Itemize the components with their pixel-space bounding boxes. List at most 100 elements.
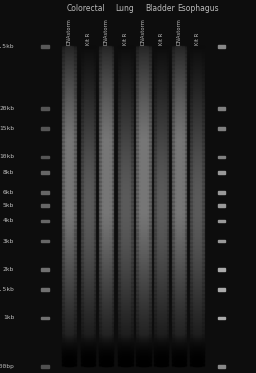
Bar xyxy=(65,352,73,354)
Bar xyxy=(177,98,181,99)
Bar xyxy=(175,232,184,233)
Bar xyxy=(139,235,148,236)
Bar xyxy=(172,69,186,70)
Bar xyxy=(84,165,93,166)
Bar xyxy=(139,66,148,68)
Bar xyxy=(99,201,113,202)
Bar xyxy=(195,251,199,253)
Bar xyxy=(159,157,163,158)
Bar xyxy=(121,329,130,330)
Bar xyxy=(102,275,111,276)
Bar xyxy=(177,78,181,79)
Bar xyxy=(102,179,111,180)
Bar xyxy=(81,50,95,51)
Bar xyxy=(102,113,111,114)
Bar xyxy=(123,325,127,326)
Bar xyxy=(190,68,204,69)
Bar xyxy=(136,147,151,148)
Bar xyxy=(86,61,90,62)
Bar xyxy=(157,89,166,90)
Bar xyxy=(123,246,127,247)
Bar xyxy=(104,274,108,275)
Bar xyxy=(159,154,163,155)
Bar xyxy=(154,90,168,91)
Bar xyxy=(104,255,108,256)
Bar xyxy=(67,301,71,302)
Bar xyxy=(136,251,151,253)
Bar xyxy=(159,115,163,116)
Bar xyxy=(195,319,199,320)
Bar xyxy=(121,236,130,237)
Bar xyxy=(121,352,130,354)
Bar xyxy=(139,120,148,121)
Bar xyxy=(172,288,186,289)
Bar xyxy=(141,132,145,133)
Bar xyxy=(121,364,130,366)
Bar xyxy=(136,364,151,365)
Bar xyxy=(157,169,166,170)
Bar xyxy=(136,56,151,57)
Bar xyxy=(157,299,166,300)
Bar xyxy=(195,190,199,191)
Bar xyxy=(102,49,111,50)
Bar xyxy=(99,210,113,211)
Bar xyxy=(139,170,148,172)
Bar xyxy=(99,253,113,254)
Bar xyxy=(99,303,113,304)
Bar xyxy=(154,179,168,180)
Bar xyxy=(159,144,163,145)
Bar xyxy=(86,173,90,174)
Bar xyxy=(175,338,184,339)
Bar xyxy=(102,169,111,170)
Bar xyxy=(102,320,111,321)
Bar xyxy=(86,300,90,301)
Bar xyxy=(67,117,71,118)
Bar xyxy=(121,339,130,340)
Bar xyxy=(121,244,130,245)
Bar xyxy=(193,226,201,227)
Bar xyxy=(193,55,201,56)
Bar xyxy=(157,115,166,116)
Bar xyxy=(141,352,145,354)
Bar xyxy=(123,192,127,193)
Bar xyxy=(104,118,108,119)
Bar xyxy=(102,341,111,342)
Bar xyxy=(136,207,151,208)
Bar xyxy=(175,218,184,219)
Bar xyxy=(62,334,76,335)
Bar xyxy=(172,175,186,176)
Bar xyxy=(157,336,166,337)
Bar xyxy=(81,111,95,112)
Bar xyxy=(84,175,93,176)
Bar xyxy=(67,360,71,361)
Bar xyxy=(139,237,148,238)
Bar xyxy=(195,128,199,129)
Bar xyxy=(154,243,168,244)
Bar xyxy=(102,226,111,227)
Bar xyxy=(175,198,184,199)
Bar xyxy=(154,140,168,141)
Bar xyxy=(121,295,130,297)
Bar xyxy=(175,87,184,88)
Bar xyxy=(175,311,184,313)
Bar xyxy=(123,83,127,84)
Bar xyxy=(121,198,130,199)
Bar xyxy=(193,224,201,225)
Bar xyxy=(154,167,168,168)
Bar xyxy=(123,316,127,317)
Bar xyxy=(86,94,90,95)
Bar xyxy=(104,320,108,321)
Bar xyxy=(159,283,163,285)
Bar xyxy=(159,56,163,57)
Bar xyxy=(154,209,168,210)
Bar xyxy=(86,221,90,222)
Bar xyxy=(99,313,113,314)
Bar xyxy=(141,351,145,352)
Bar xyxy=(136,55,151,56)
Bar xyxy=(65,158,73,159)
Bar xyxy=(67,313,71,314)
Bar xyxy=(84,174,93,175)
Bar xyxy=(121,297,130,298)
Bar xyxy=(175,227,184,228)
Bar xyxy=(104,55,108,56)
